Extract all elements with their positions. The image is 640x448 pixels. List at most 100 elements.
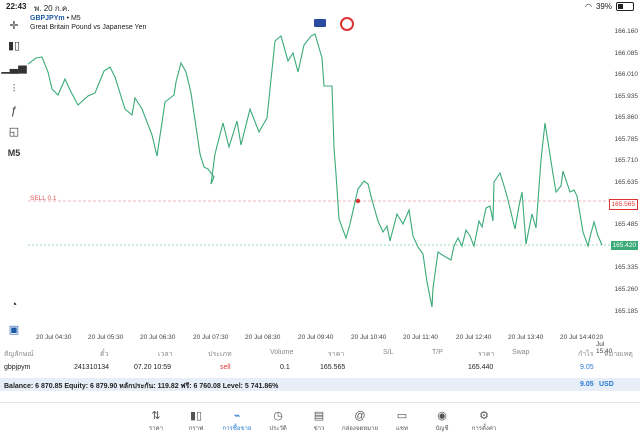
currency: USD [599,381,614,388]
col-header: ตั๋ว [100,351,109,358]
time-label: 20 Jul 13:40 [508,334,544,341]
clock: 22:43 [6,2,27,11]
sell-marker [355,198,361,204]
balance-bar: Balance: 6 870.85 Equity: 6 879.90 หลักป… [0,378,640,391]
time-label: 20 Jul 12:40 [456,334,492,341]
bottom-nav: ⇅ ราคา ▮▯ กราฟ ⌁ การซื้อขาย ◷ ประวัติ ▤ ข่าว … [0,402,640,448]
time-label: 20 Jul 05:30 [88,334,124,341]
news-icon: ▤ [313,410,325,422]
sell-label: SELL 0.1 [30,195,57,202]
col-header: กำไร [578,351,594,358]
current-price-tag: 165.420 [610,241,638,250]
price-label: 165.860 [614,114,639,121]
time-label: 20 Jul 15:40 [596,334,613,355]
objects-icon[interactable]: ◱ [8,125,20,138]
col-header: Volume [270,349,294,356]
col-header: สัญลักษณ์ [4,351,34,358]
status-icons: ◠ 39% [585,2,634,11]
price-label: 166.160 [614,28,639,35]
symbol-name: GBPJPYm [30,15,65,22]
price-chart[interactable]: SELL 0.1 [28,14,610,344]
arrows-icon: ⇅ [151,410,161,422]
col-header: ราคา [328,351,345,358]
col-header: Swap [512,349,530,356]
price-label: 165.710 [614,157,639,164]
function-icon[interactable]: ƒ [10,105,18,117]
sell-price-tag: 165.565 [608,199,638,210]
nav-trade[interactable]: ⌁ การซื้อขาย [217,409,257,433]
crosshair-icon[interactable]: ✛ [9,19,19,32]
table-row[interactable]: gbpjpym 241310134 07.20 10:59 sell 0.1 1… [0,361,640,375]
history-icon: ◷ [273,410,283,422]
time-label: 20 Jul 04:30 [36,334,72,341]
indicators-icon[interactable]: ⫶ [12,82,16,95]
timeframe-label: M5 [70,15,81,22]
col-header: S/L [383,349,394,356]
total-profit: 9.05 [580,381,594,388]
status-bar: 22:43 พ. 20 ก.ค. ◠ 39% [0,0,640,13]
time-label: 20 Jul 14:40 [560,334,596,341]
time-label: 20 Jul 07:30 [193,334,229,341]
nav-history[interactable]: ◷ ประวัติ [258,409,298,433]
time-label: 20 Jul 08:30 [245,334,281,341]
mail-icon: @ [354,410,366,422]
account-icon: ◉ [437,410,447,422]
chat-icon: ▭ [396,410,408,422]
time-label: 20 Jul 09:40 [298,334,334,341]
settings-icon: ⚙ [479,410,489,422]
one-click-icon[interactable] [340,17,354,31]
cell-ticket: 241310134 [74,364,110,371]
cell-profit: 9.05 [580,364,594,371]
col-header: ประเภท [208,351,232,358]
candles-icon[interactable]: ▮▯ [7,39,21,52]
price-label: 165.635 [614,179,639,186]
nav-account[interactable]: ◉ บัญชี [422,409,462,433]
time-axis: 20 Jul 04:30 20 Jul 05:30 20 Jul 06:30 2… [28,334,612,355]
trade-icon: ⌁ [233,410,241,422]
symbol-description: Great Britain Pound vs Japanese Yen [30,24,147,31]
cell-open-price: 165.565 [320,364,346,371]
chart-toolbar: ✛ ▮▯ ▁▃▅ ⫶ ƒ ◱ M5 ◔ ▣ [0,14,28,344]
cell-type: sell [220,364,231,371]
price-label: 165.935 [614,93,639,100]
time-label: 20 Jul 10:40 [351,334,387,341]
price-label: 165.260 [614,286,639,293]
time-label: 20 Jul 11:40 [403,334,438,341]
bars-icon[interactable]: ▁▃▅ [1,61,27,74]
chart-header: GBPJPYm • M5 Great Britain Pound vs Japa… [30,15,147,31]
nav-news[interactable]: ▤ ข่าว [299,409,339,433]
candles-icon: ▮▯ [189,410,203,422]
nav-mailbox[interactable]: @ กล่องจดหมาย [341,410,379,432]
timeframe-button[interactable]: M5 [7,148,21,158]
col-header: ราคา [478,351,495,358]
balance-text: Balance: 6 870.85 Equity: 6 879.90 หลักป… [4,383,279,390]
wifi-icon: ◠ [585,2,592,11]
cell-price: 165.440 [468,364,494,371]
cell-time: 07.20 10:59 [134,364,171,371]
price-line [28,33,603,308]
col-header: หมายเหตุ [604,351,633,358]
date: พ. 20 ก.ค. [34,4,70,13]
price-label: 165.335 [614,264,639,271]
trade-table-header: สัญลักษณ์ ตั๋ว เวลา ประเภท Volume ราคา S… [0,346,640,360]
col-header: T/P [432,349,443,356]
price-label: 165.485 [614,221,639,228]
nav-chart[interactable]: ▮▯ กราฟ [176,409,216,433]
price-label: 166.010 [614,71,639,78]
price-label: 166.085 [614,50,639,57]
col-header: เวลา [158,351,173,358]
nav-quotes[interactable]: ⇅ ราคา [136,409,176,433]
price-axis: 166.160 166.085 166.010 165.935 165.860 … [608,14,640,344]
nav-chat[interactable]: ▭ แชท [382,409,422,433]
battery-percent: 39% [595,2,612,11]
price-label: 165.185 [614,308,639,315]
cell-volume: 0.1 [280,364,290,371]
nav-settings[interactable]: ⚙ การตั้งค่า [464,409,504,433]
price-label: 165.785 [614,136,639,143]
battery-icon [616,2,634,11]
trade-panel-icon[interactable]: ▣ [8,323,20,336]
time-label: 20 Jul 06:30 [140,334,176,341]
speed-icon[interactable]: ◔ [10,299,18,311]
cell-symbol: gbpjpym [4,364,31,371]
flag-icon [314,19,326,27]
